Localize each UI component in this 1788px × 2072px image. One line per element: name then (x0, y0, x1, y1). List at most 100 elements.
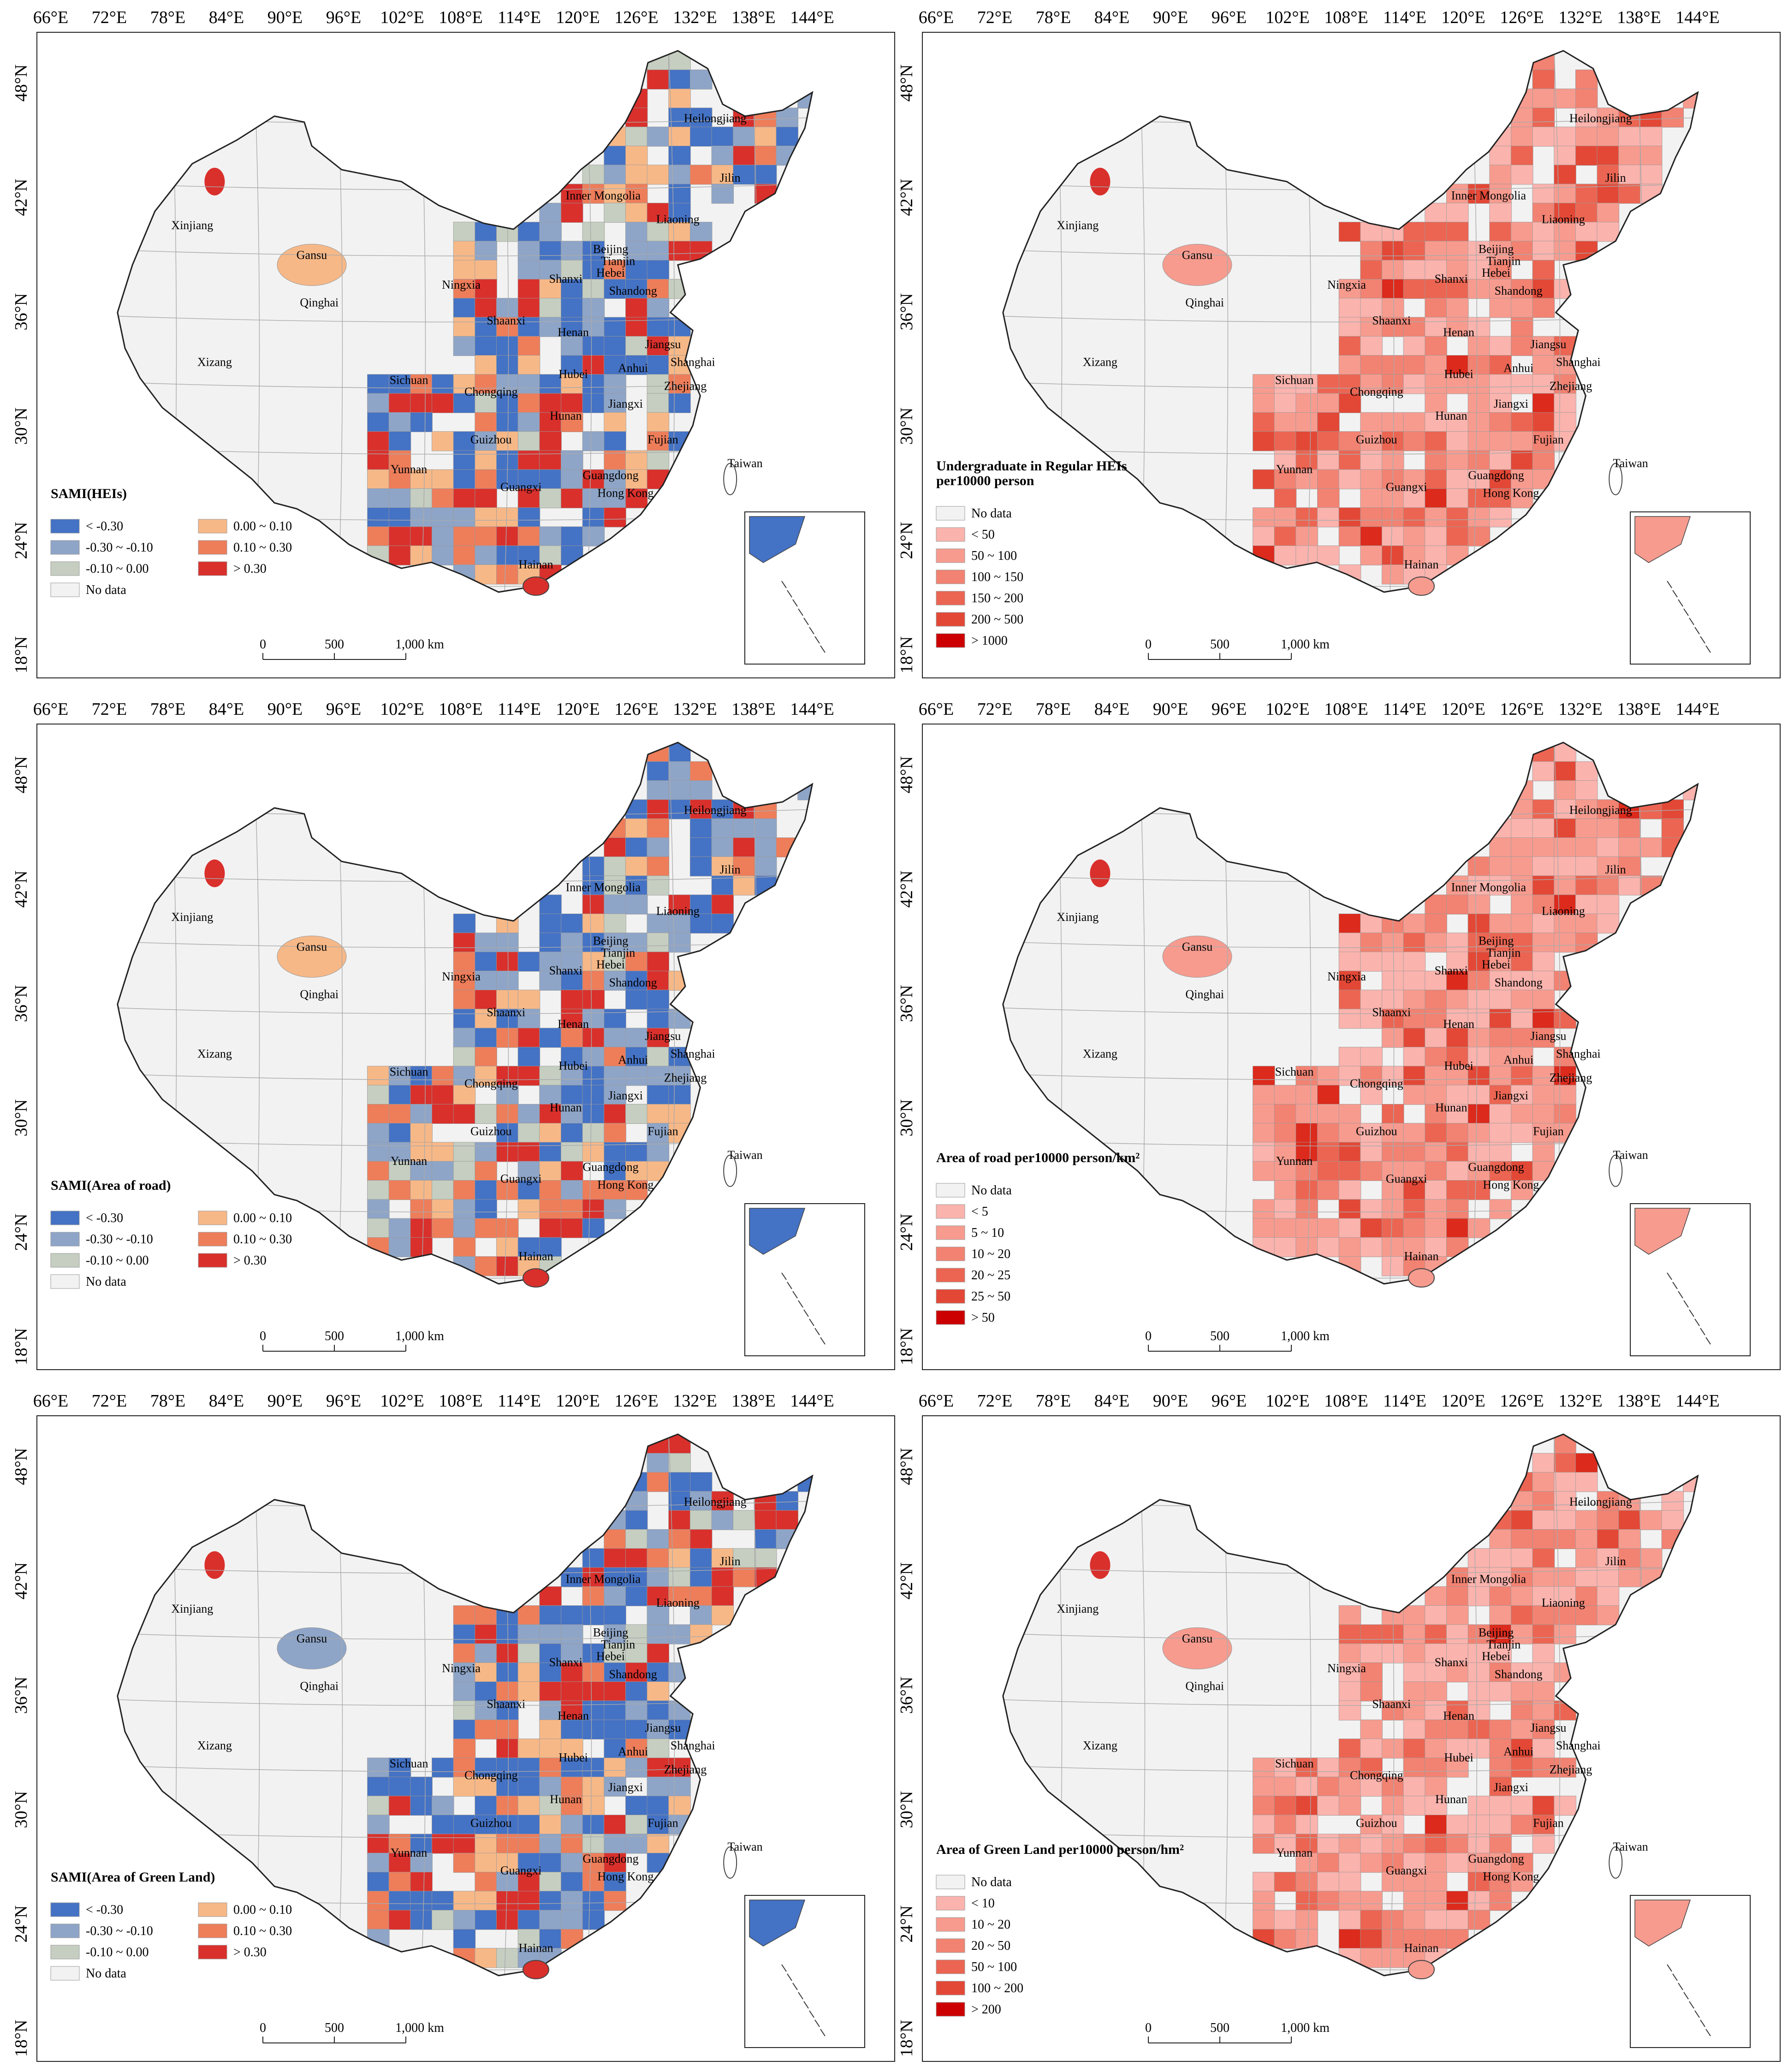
dash-line (1683, 1992, 1689, 2000)
region-label: Shanghai (1556, 1739, 1601, 1752)
lon-tick-label: 84°E (209, 1391, 244, 1411)
region-label: Jiangsu (1530, 1721, 1566, 1734)
region-label: Guangdong (582, 469, 638, 482)
legend-item-label: < -0.30 (86, 1211, 123, 1225)
region-label: Gansu (1182, 940, 1212, 954)
region-label: Inner Mongolia (566, 189, 641, 202)
legend-swatch (936, 570, 965, 584)
region-label: Qinghai (300, 988, 339, 1001)
region-label: Hong Kong (597, 1870, 653, 1883)
legend-item-label: 50 ~ 100 (971, 549, 1017, 563)
legend-swatch (198, 1232, 227, 1247)
lat-tick-label: 18°N (12, 636, 31, 674)
region-label: Beijing (1479, 243, 1514, 256)
region-label: Hebei (596, 1650, 625, 1663)
lon-tick-label: 114°E (498, 8, 541, 27)
legend-swatch (50, 1211, 80, 1225)
taiwan-island (723, 1154, 737, 1187)
lon-tick-label: 108°E (1324, 700, 1368, 719)
legend-item-label: < 10 (971, 1896, 995, 1911)
inset-coast (749, 1900, 806, 1947)
legend-item-label: No data (971, 1183, 1012, 1198)
lon-tick-label: 72°E (92, 700, 127, 719)
legend-swatch (198, 561, 227, 576)
region-label: Jiangxi (1494, 397, 1528, 410)
region-label: Xizang (1083, 1739, 1117, 1752)
lon-tick-label: 90°E (267, 1391, 303, 1411)
dash-line (814, 1328, 820, 1336)
lon-tick-label: 84°E (209, 700, 244, 719)
legend-swatch (50, 561, 80, 576)
region-label: Shaanxi (487, 314, 525, 327)
region-label: Heilongjiang (1569, 112, 1632, 125)
lat-tick-label: 24°N (897, 1906, 916, 1943)
region-label: Taiwan (1613, 1840, 1648, 1853)
region-label: Jilin (720, 863, 741, 876)
dash-line (809, 1318, 814, 1326)
region-label: Xizang (1083, 356, 1117, 369)
region-label: Hubei (558, 1059, 588, 1073)
region-label: Qinghai (300, 1680, 339, 1693)
region-label: Ningxia (442, 278, 481, 291)
dash-line (787, 1282, 792, 1289)
dash-line (798, 1300, 803, 1308)
region-label: Jiangxi (608, 1781, 643, 1794)
hainan-island (523, 576, 549, 596)
legend-item-label: < 5 (971, 1205, 988, 1219)
lon-tick-label: 72°E (977, 1391, 1012, 1411)
map-panel-6: 66°E 72°E 78°E 84°E 90°E 96°E 102°E 108°E 114°E 1… (897, 1391, 1781, 2062)
dash-line (792, 599, 798, 607)
map-panel-3: 66°E 72°E 78°E 84°E 90°E 96°E 102°E 108°E 114°E 1… (12, 700, 895, 1370)
dash-line (1678, 599, 1683, 607)
region-label: Heilongjiang (684, 803, 747, 817)
region-label: Tianjin (601, 946, 635, 959)
legend-swatch (50, 519, 80, 534)
south-china-sea-inset (1630, 1895, 1751, 2048)
lon-tick-label: 72°E (977, 8, 1012, 27)
lat-tick-label: 30°N (12, 1099, 31, 1137)
lat-tick-label: 30°N (897, 1791, 916, 1829)
region-label: Anhui (1503, 1745, 1533, 1758)
region-label: Qinghai (300, 296, 339, 309)
lon-tick-label: 78°E (150, 8, 185, 27)
region-label: Guangxi (500, 1172, 542, 1186)
lon-tick-label: 66°E (33, 8, 68, 27)
legend-swatch (198, 1902, 227, 1917)
region-label: Gansu (297, 940, 327, 954)
legend-item-label: No data (86, 1966, 126, 1981)
region-label: Xinjiang (171, 1602, 213, 1615)
region-label: Guangxi (500, 1864, 542, 1877)
lon-tick-label: 78°E (1036, 700, 1071, 719)
region-label: Guizhou (470, 1816, 512, 1829)
region-label: Hainan (518, 1249, 553, 1263)
region-label: Heilongjiang (1569, 1495, 1632, 1508)
lon-tick-label: 78°E (150, 700, 185, 719)
scale-bar-label: 1,000 km (395, 1329, 444, 1343)
lon-tick-label: 138°E (1617, 700, 1661, 719)
region-label: Anhui (618, 362, 648, 375)
region-label: Henan (558, 326, 589, 339)
lon-tick-label: 144°E (1675, 8, 1719, 27)
lat-tick-label: 48°N (12, 1448, 31, 1485)
legend-swatch (198, 540, 227, 555)
region-label: Guizhou (1356, 433, 1397, 446)
region-label: Henan (1443, 326, 1474, 339)
legend-item-label: 5 ~ 10 (971, 1226, 1004, 1240)
legend-title: SAMI(Area of Green Land) (51, 1870, 215, 1885)
legend-swatch (936, 1268, 965, 1282)
region-label: Shanghai (1556, 1047, 1601, 1061)
lon-tick-label: 132°E (673, 8, 717, 27)
legend-swatch (50, 1902, 80, 1917)
region-label: Xinjiang (171, 910, 213, 924)
region-label: Hubei (558, 1751, 588, 1764)
lon-tick-label: 72°E (977, 700, 1012, 719)
region-label: Shanghai (1556, 356, 1601, 369)
lon-tick-label: 78°E (1036, 8, 1071, 27)
taiwan-island (723, 463, 737, 495)
dash-line (1694, 627, 1700, 635)
lat-tick-label: 42°N (897, 1562, 916, 1600)
dash-line (1700, 1328, 1705, 1336)
lat-tick-label: 42°N (12, 179, 31, 216)
region-label: Xinjiang (171, 219, 213, 232)
dash-line (1667, 1272, 1672, 1280)
